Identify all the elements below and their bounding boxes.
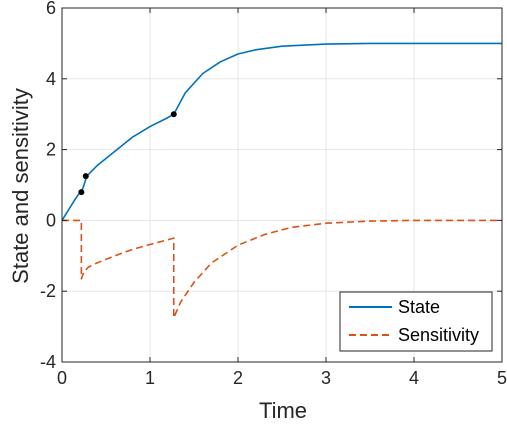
y-tick-label: 4: [46, 69, 56, 89]
y-tick-label: -2: [40, 281, 56, 301]
x-tick-label: 4: [409, 368, 419, 388]
grid-layer: [62, 8, 502, 362]
legend-box: [339, 291, 493, 352]
legend-sensitivity-label: Sensitivity: [398, 325, 479, 345]
event-marker: [78, 189, 85, 196]
legend-state-label: State: [398, 297, 440, 317]
event-marker: [82, 173, 89, 180]
y-tick-label: 6: [46, 0, 56, 18]
y-tick-label: 0: [46, 210, 56, 230]
y-axis-label: State and sensitivity: [8, 88, 33, 284]
series-line-sensitivity: [62, 219, 502, 319]
y-tick-label: 2: [46, 140, 56, 160]
x-tick-label: 0: [57, 368, 67, 388]
x-tick-label: 1: [145, 368, 155, 388]
marker-layer: [78, 111, 177, 196]
series-line-state: [61, 42, 502, 221]
x-tick-label: 5: [497, 368, 507, 388]
x-tick-label: 3: [321, 368, 331, 388]
legend: State Sensitivity: [339, 291, 493, 352]
ticks-layer: 0 1 2 3 4 5 -4 -2 0 2 4 6: [40, 0, 507, 388]
axes-layer: [61, 7, 503, 363]
x-axis-label: Time: [259, 398, 307, 423]
axes-box: [61, 7, 503, 363]
series-layer: [61, 42, 502, 319]
x-tick-label: 2: [233, 368, 243, 388]
y-tick-label: -4: [40, 352, 56, 372]
event-marker: [170, 111, 177, 118]
